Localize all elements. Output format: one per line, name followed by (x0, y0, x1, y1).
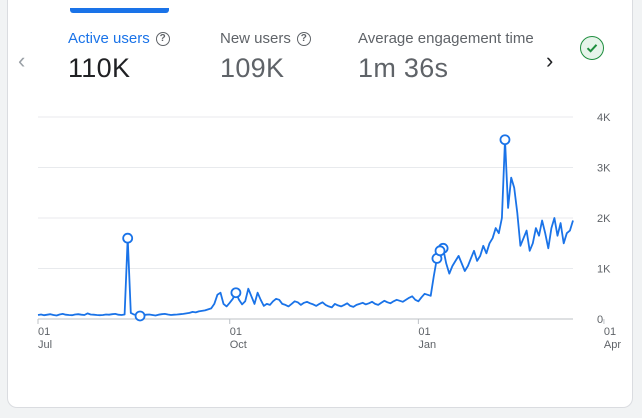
metric-value: 109K (220, 53, 285, 83)
y-tick-label: 3K (597, 163, 611, 175)
anomaly-marker[interactable] (499, 134, 511, 146)
y-tick-label: 2K (597, 213, 611, 225)
anomaly-marker[interactable] (230, 287, 242, 299)
metric-value: 1m 36s (358, 53, 449, 83)
help-circle-icon[interactable]: ? (155, 31, 170, 46)
metric-tab-average-engagement-time[interactable]: Average engagement time p 1m 36s (358, 30, 538, 84)
chevron-left-icon[interactable]: ‹ (18, 48, 26, 73)
metric-label: Average engagement time p (358, 30, 538, 47)
x-tick-month: Apr (604, 339, 621, 351)
anomaly-marker[interactable] (434, 245, 446, 257)
active-tab-indicator (70, 8, 169, 13)
chart-card (7, 0, 633, 408)
metric-tab-active-users[interactable]: Active users? 110K (68, 30, 170, 84)
check-circle-icon[interactable] (580, 36, 604, 60)
series-line-active-users (37, 138, 574, 317)
anomaly-marker[interactable] (122, 232, 134, 244)
metric-value: 110K (68, 53, 131, 83)
help-circle-icon[interactable]: ? (296, 31, 311, 46)
metric-label: New users (220, 30, 291, 47)
y-tick-label: 1K (597, 264, 611, 276)
x-tick-day: 01 (38, 326, 50, 338)
y-tick-label: 4K (597, 112, 611, 124)
metric-tab-new-users[interactable]: New users? 109K (220, 30, 311, 84)
x-tick-month: Oct (230, 339, 247, 351)
x-tick-day: 01 (418, 326, 430, 338)
x-tick-month: Jul (38, 339, 52, 351)
chevron-right-icon[interactable]: › (546, 48, 554, 73)
x-tick-day: 01 (230, 326, 242, 338)
x-tick-day: 01 (604, 326, 616, 338)
metric-label: Active users (68, 30, 150, 47)
y-tick-label: 0 (597, 314, 603, 326)
anomaly-marker[interactable] (134, 310, 146, 322)
x-tick-month: Jan (418, 339, 436, 351)
